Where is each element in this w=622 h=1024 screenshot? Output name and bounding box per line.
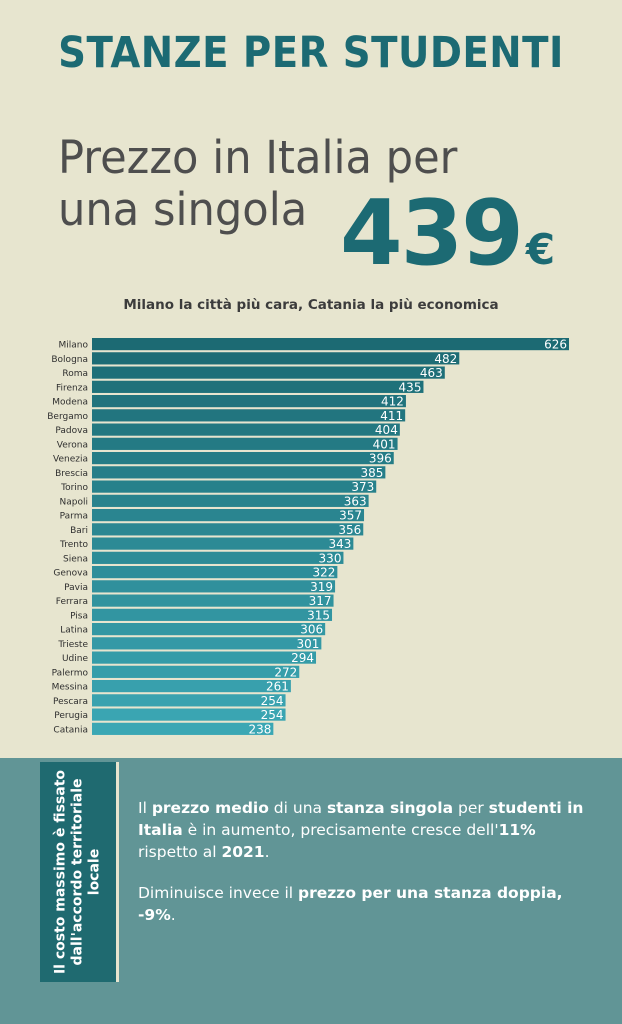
category-label: Parma (60, 512, 88, 522)
value-label: 482 (434, 352, 457, 366)
category-label: Genova (53, 569, 88, 579)
bar (92, 409, 406, 422)
info-paragraph-2: Diminuisce invece il prezzo per una stan… (138, 884, 563, 924)
bar-chart: Milano 626 Bologna 482 Roma 463 Firenza 435 Mode… (47, 338, 569, 736)
headline-line-1: Prezzo in Italia per (58, 131, 458, 184)
value-label: 356 (338, 523, 361, 537)
category-label: Catania (53, 725, 88, 735)
bar (92, 509, 365, 522)
bar (92, 423, 400, 436)
bar (92, 537, 354, 550)
category-label: Siena (63, 554, 88, 564)
category-label: Trento (59, 540, 88, 550)
category-label: Roma (62, 369, 88, 379)
value-label: 373 (351, 480, 374, 494)
bar (92, 338, 569, 351)
value-label: 238 (248, 722, 271, 736)
value-label: 404 (375, 423, 398, 437)
category-label: Pescara (53, 697, 88, 707)
bar (92, 366, 445, 379)
value-label: 317 (309, 594, 332, 608)
headline-line-2: una singola (58, 183, 308, 236)
value-label: 319 (310, 580, 333, 594)
info-text: Il prezzo medio di una stanza singola pe… (138, 797, 598, 945)
page-title: STANZE PER STUDENTI (58, 28, 564, 78)
value-label: 626 (544, 338, 567, 352)
bar (92, 352, 460, 365)
average-price: 439€ (340, 186, 555, 298)
value-label: 315 (307, 608, 330, 622)
bar (92, 608, 333, 621)
bar (92, 623, 326, 636)
value-label: 363 (344, 494, 367, 508)
bar (92, 694, 286, 707)
value-label: 385 (360, 466, 383, 480)
category-label: Messina (52, 683, 88, 693)
currency-symbol: € (525, 225, 556, 274)
value-label: 294 (291, 651, 314, 665)
value-label: 272 (274, 665, 297, 679)
side-note: Il costo massimo è fissato dall'accordo … (52, 769, 103, 975)
bar (92, 380, 424, 393)
headline: Prezzo in Italia per una singola (58, 132, 457, 236)
value-label: 254 (261, 708, 284, 722)
value-label: 322 (312, 566, 335, 580)
side-note-box: Il costo massimo è fissato dall'accordo … (40, 762, 119, 982)
value-label: 343 (328, 537, 351, 551)
category-label: Firenza (56, 383, 88, 393)
category-label: Pisa (70, 611, 88, 621)
bar (92, 551, 344, 564)
category-label: Bari (70, 526, 88, 536)
value-label: 330 (319, 551, 342, 565)
category-label: Udine (62, 654, 89, 664)
value-label: 411 (380, 409, 403, 423)
category-label: Bergamo (47, 412, 88, 422)
category-label: Modena (52, 398, 88, 408)
bar (92, 494, 369, 507)
bar (92, 395, 406, 408)
category-label: Milano (59, 341, 89, 351)
bar (92, 566, 338, 579)
average-price-value: 439 (340, 181, 524, 286)
category-label: Napoli (60, 497, 88, 507)
category-label: Brescia (55, 469, 88, 479)
bar (92, 580, 336, 593)
value-label: 463 (420, 366, 443, 380)
value-label: 357 (339, 509, 362, 523)
category-label: Ferrara (56, 597, 88, 607)
bar (92, 665, 300, 678)
bar (92, 722, 274, 735)
bar (92, 651, 317, 664)
value-label: 401 (373, 437, 396, 451)
value-label: 396 (369, 452, 392, 466)
category-label: Perugia (54, 711, 88, 721)
bar (92, 452, 394, 465)
value-label: 261 (266, 680, 289, 694)
category-label: Bologna (51, 355, 88, 365)
category-label: Venezia (53, 455, 88, 465)
bar (92, 594, 334, 607)
bar (92, 523, 364, 536)
category-label: Latina (60, 626, 88, 636)
bar (92, 437, 398, 450)
value-label: 435 (399, 380, 422, 394)
bar (92, 637, 322, 650)
category-label: Verona (57, 440, 88, 450)
value-label: 412 (381, 395, 404, 409)
category-label: Trieste (57, 640, 88, 650)
bar (92, 480, 377, 493)
value-label: 254 (261, 694, 284, 708)
info-paragraph-1: Il prezzo medio di una stanza singola pe… (138, 799, 584, 861)
value-label: 301 (296, 637, 319, 651)
category-label: Pavia (64, 583, 88, 593)
bar (92, 680, 291, 693)
category-label: Palermo (52, 668, 89, 678)
chart-subtitle: Milano la città più cara, Catania la più… (123, 297, 499, 313)
category-label: Torino (60, 483, 88, 493)
value-label: 306 (300, 623, 323, 637)
bar (92, 466, 386, 479)
category-label: Padova (55, 426, 88, 436)
bar (92, 708, 286, 721)
